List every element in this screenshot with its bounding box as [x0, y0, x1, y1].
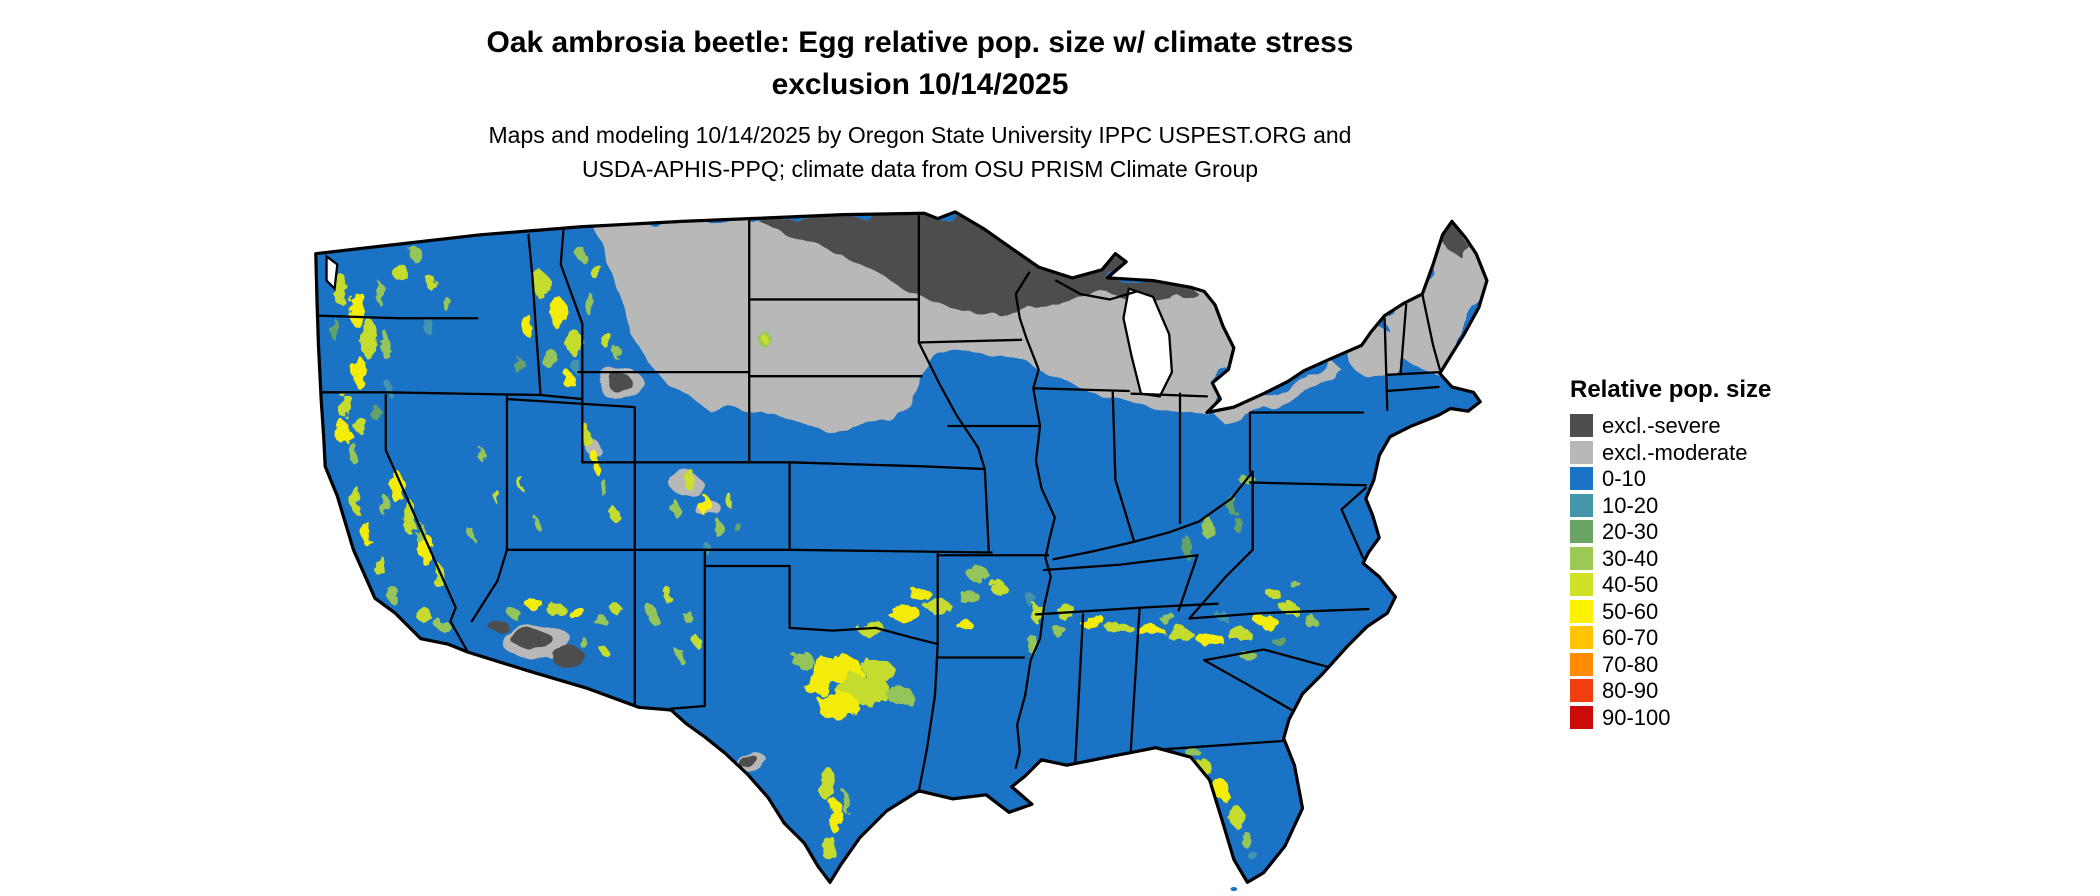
us-map-svg [314, 210, 1489, 896]
legend-swatch [1570, 626, 1593, 649]
florida-keys-islands [1218, 887, 1238, 896]
legend-swatch [1570, 679, 1593, 702]
legend-item-label: excl.-severe [1602, 413, 1721, 438]
legend-item-label: 30-40 [1602, 545, 1659, 571]
legend-item-label: 40-50 [1602, 572, 1659, 597]
legend-swatch [1570, 705, 1593, 729]
legend-item: 50-60 [1570, 598, 1771, 624]
legend-item: 0-10 [1570, 467, 1771, 490]
legend-item: excl.-severe [1570, 414, 1771, 437]
legend-item: 40-50 [1570, 573, 1771, 596]
map-title-line2: exclusion 10/14/2025 [771, 68, 1069, 101]
legend-item-label: 90-100 [1602, 704, 1671, 730]
us-map [305, 210, 1530, 896]
map-title-line1: Oak ambrosia beetle: Egg relative pop. s… [486, 26, 1354, 59]
legend-item: 70-80 [1570, 651, 1771, 677]
lake-michigan [1122, 287, 1174, 398]
legend-item: 20-30 [1570, 520, 1771, 543]
map-subtitle-line1: Maps and modeling 10/14/2025 by Oregon S… [488, 122, 1352, 148]
excl-severe-regions [488, 211, 1471, 770]
legend-item-label: 10-20 [1602, 492, 1659, 518]
legend-swatch [1570, 414, 1593, 437]
legend-item-label: 60-70 [1602, 625, 1659, 650]
map-subtitle: Maps and modeling 10/14/2025 by Oregon S… [130, 118, 1710, 186]
legend-title: Relative pop. size [1570, 376, 1772, 403]
legend-swatch [1570, 599, 1593, 623]
legend-swatch [1570, 493, 1593, 517]
legend-item: 30-40 [1570, 545, 1771, 571]
legend-swatch [1570, 520, 1593, 543]
puget-sound [325, 254, 339, 292]
legend-swatch [1570, 467, 1593, 490]
legend-item: 10-20 [1570, 492, 1771, 518]
population-speckle-regions [330, 245, 1318, 863]
legend-item-label: 0-10 [1602, 466, 1647, 491]
legend-items: excl.-severe excl.-moderate 0-10 10-20 20-30… [1570, 414, 1771, 729]
header: Oak ambrosia beetle: Egg relative pop. s… [130, 22, 1710, 186]
legend-swatch [1570, 652, 1593, 676]
great-lakes [325, 254, 1174, 398]
us-outline [314, 210, 1489, 884]
legend-swatch [1570, 573, 1593, 596]
state-borders [317, 214, 1441, 792]
legend-item-label: 70-80 [1602, 651, 1659, 677]
legend-item-label: 50-60 [1602, 598, 1659, 624]
legend-item: 90-100 [1570, 704, 1771, 730]
legend-item: excl.-moderate [1570, 439, 1771, 465]
legend: Relative pop. size excl.-severe excl.-mod… [1570, 376, 1771, 732]
legend-item-label: excl.-moderate [1602, 439, 1748, 465]
legend-item: 80-90 [1570, 679, 1771, 702]
legend-swatch [1570, 546, 1593, 570]
legend-item-label: 80-90 [1602, 678, 1659, 703]
map-subtitle-line2: USDA-APHIS-PPQ; climate data from OSU PR… [581, 156, 1259, 182]
legend-item: 60-70 [1570, 626, 1771, 649]
legend-item-label: 20-30 [1602, 519, 1659, 544]
legend-swatch [1570, 440, 1593, 464]
